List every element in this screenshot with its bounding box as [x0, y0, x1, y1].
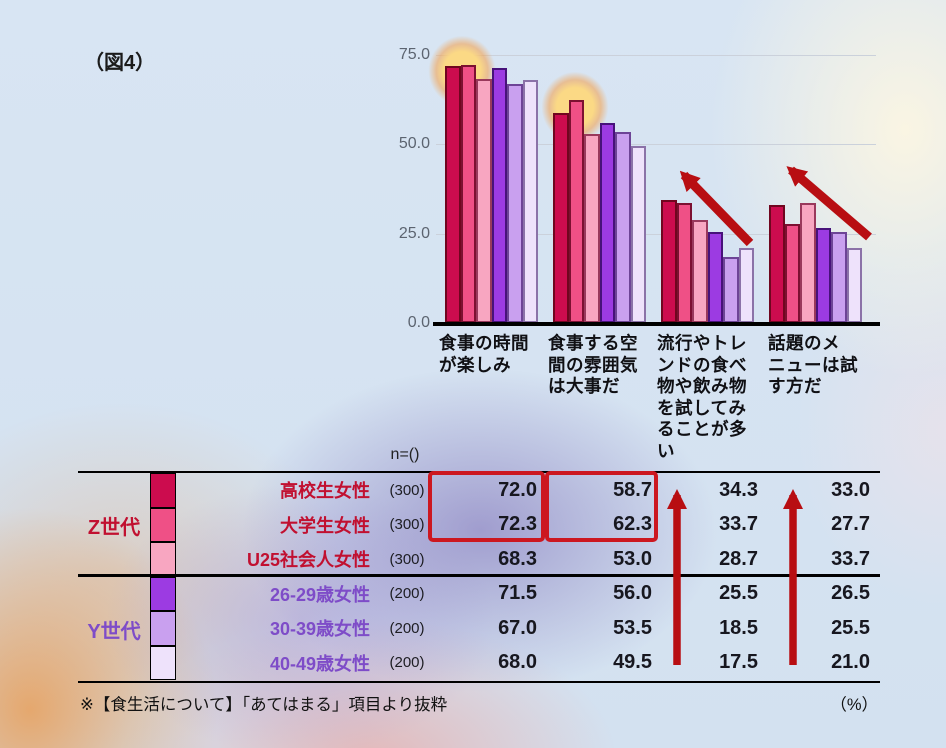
figure-number-label: （図4） [84, 52, 156, 74]
x-label-3: 流行やトレ ンドの食べ 物や飲み物 を試してみ ることが多い [657, 333, 747, 461]
bar-26-29歳女性-cat2 [599, 123, 615, 323]
data-table: 高校生女性 (300) 72.0 58.7 34.3 33.0 大学生女性 (300) 72.3… [78, 471, 880, 683]
row-n-value: (300) [389, 481, 425, 499]
bar-group-4 [769, 55, 862, 323]
value-cell: 53.5 [613, 616, 652, 639]
row-label: 30-39歳女性 [269, 619, 370, 640]
bar-40-49歳女性-cat1 [522, 80, 538, 323]
value-cell: 27.7 [831, 513, 870, 536]
value-cell: 58.7 [613, 478, 652, 501]
legend-swatch-40-49歳女性 [150, 645, 176, 680]
row-label: 高校生女性 [280, 481, 370, 502]
row-label: 26-29歳女性 [269, 584, 370, 605]
value-cell: 68.3 [498, 547, 537, 570]
row-n-value: (200) [389, 585, 425, 603]
table-row-大学生女性: 大学生女性 (300) 72.3 62.3 33.7 27.7 [78, 507, 880, 542]
bar-U25社会人女性-cat4 [800, 203, 816, 323]
bar-30-39歳女性-cat1 [507, 84, 523, 323]
bar-U25社会人女性-cat1 [476, 79, 492, 323]
gridline-50 [436, 144, 876, 145]
value-cell: 67.0 [498, 616, 537, 639]
highlight-box-column1 [428, 471, 545, 542]
row-n-value: (200) [389, 654, 425, 672]
value-cell: 18.5 [719, 616, 758, 639]
bar-plot-area [445, 55, 863, 323]
value-cell: 72.0 [498, 478, 537, 501]
bar-大学生女性-cat1 [460, 65, 476, 323]
row-label: 大学生女性 [280, 515, 370, 536]
row-n-value: (300) [389, 516, 425, 534]
bar-26-29歳女性-cat1 [491, 68, 507, 323]
bar-group-2 [553, 55, 646, 323]
legend-swatch-高校生女性 [150, 473, 176, 508]
bar-U25社会人女性-cat3 [692, 220, 708, 323]
bar-40-49歳女性-cat2 [630, 146, 646, 323]
generation-divider-line [78, 574, 880, 578]
x-label-2: 食事する空 間の雰囲気 は大事だ [548, 333, 638, 396]
legend-swatch-大学生女性 [150, 507, 176, 542]
n-column-header: n=() [390, 446, 420, 463]
value-cell: 17.5 [719, 651, 758, 674]
table-row-U25社会人女性: U25社会人女性 (300) 68.3 53.0 28.7 33.7 [78, 542, 880, 577]
table-row-26-29歳女性: 26-29歳女性 (200) 71.5 56.0 25.5 26.5 [78, 576, 880, 611]
table-row-30-39歳女性: 30-39歳女性 (200) 67.0 53.5 18.5 25.5 [78, 611, 880, 646]
value-cell: 28.7 [719, 547, 758, 570]
generation-label-z: Z世代 [87, 517, 141, 539]
bar-30-39歳女性-cat3 [723, 257, 739, 323]
value-cell: 49.5 [613, 651, 652, 674]
value-cell: 53.0 [613, 547, 652, 570]
legend-swatch-26-29歳女性 [150, 576, 176, 611]
bar-大学生女性-cat2 [568, 100, 584, 323]
row-label: U25社会人女性 [246, 550, 370, 571]
value-cell: 71.5 [498, 582, 537, 605]
x-axis-line [433, 322, 880, 326]
bar-30-39歳女性-cat2 [615, 132, 631, 323]
bar-group-3 [661, 55, 754, 323]
x-label-1: 食事の時間 が楽しみ [439, 333, 529, 375]
value-cell: 25.5 [831, 616, 870, 639]
bar-高校生女性-cat1 [445, 66, 461, 323]
value-cell: 56.0 [613, 582, 652, 605]
x-label-4: 話題のメ ニューは試 す方だ [768, 333, 858, 396]
bar-40-49歳女性-cat3 [738, 248, 754, 323]
bar-大学生女性-cat3 [676, 203, 692, 323]
legend-swatch-U25社会人女性 [150, 542, 176, 577]
y-tick-50.0: 50.0 [398, 135, 430, 153]
bar-26-29歳女性-cat3 [707, 232, 723, 323]
value-cell: 62.3 [613, 513, 652, 536]
bar-大学生女性-cat4 [784, 224, 800, 323]
table-row-40-49歳女性: 40-49歳女性 (200) 68.0 49.5 17.5 21.0 [78, 645, 880, 680]
value-cell: 34.3 [719, 478, 758, 501]
value-cell: 26.5 [831, 582, 870, 605]
value-cell: 72.3 [498, 513, 537, 536]
value-cell: 33.7 [719, 513, 758, 536]
unit-label: （%） [830, 696, 878, 714]
gridline-75 [436, 55, 876, 56]
y-tick-0.0: 0.0 [407, 314, 430, 331]
row-n-value: (200) [389, 619, 425, 637]
generation-label-y: Y世代 [87, 621, 141, 643]
footnote: ※【食生活について】「あてはまる」項目より抜粋 [80, 696, 448, 714]
bar-group-1 [445, 55, 538, 323]
bar-高校生女性-cat2 [553, 113, 569, 323]
bar-26-29歳女性-cat4 [815, 228, 831, 323]
bar-U25社会人女性-cat2 [584, 134, 600, 323]
bar-高校生女性-cat3 [661, 200, 677, 323]
value-cell: 33.7 [831, 547, 870, 570]
value-cell: 25.5 [719, 582, 758, 605]
bar-高校生女性-cat4 [769, 205, 785, 323]
row-label: 40-49歳女性 [269, 653, 370, 674]
bar-30-39歳女性-cat4 [831, 232, 847, 323]
highlight-box-column2 [545, 471, 658, 542]
legend-swatch-30-39歳女性 [150, 611, 176, 646]
value-cell: 21.0 [831, 651, 870, 674]
table-row-高校生女性: 高校生女性 (300) 72.0 58.7 34.3 33.0 [78, 473, 880, 508]
bar-40-49歳女性-cat4 [846, 248, 862, 323]
value-cell: 68.0 [498, 651, 537, 674]
row-n-value: (300) [389, 550, 425, 568]
y-tick-25.0: 25.0 [398, 224, 430, 242]
gridline-25 [436, 234, 876, 235]
value-cell: 33.0 [831, 478, 870, 501]
